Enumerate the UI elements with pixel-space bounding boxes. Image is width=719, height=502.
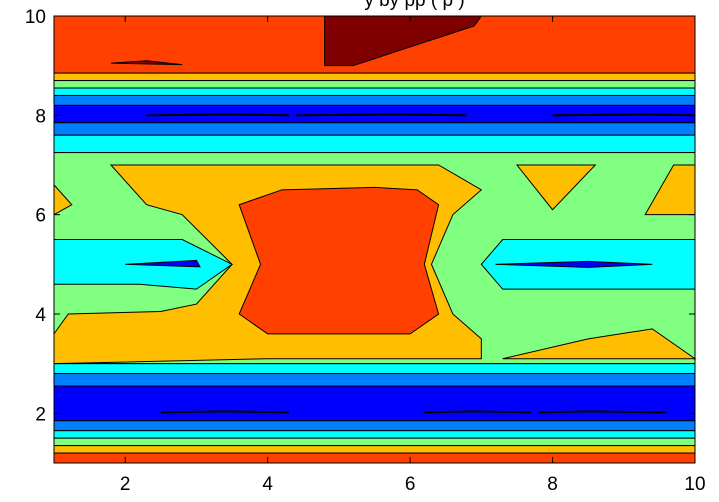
region-center-red	[238, 186, 440, 335]
contour-lines	[146, 113, 696, 414]
contour-band-2	[53, 80, 696, 89]
contour-band-14	[53, 437, 696, 447]
y-tick-label-4: 4	[35, 305, 46, 326]
x-tick-label-10: 10	[684, 474, 705, 495]
line-upper-dark-right	[552, 113, 696, 117]
contour-band-15	[53, 445, 696, 454]
y-axis: 2 4 6 8 10	[25, 7, 695, 425]
contour-band-11	[53, 385, 696, 422]
contour-fills	[53, 15, 697, 464]
plot-area-frame	[53, 15, 696, 464]
region-top-left-sliver	[110, 60, 183, 66]
line-upper-dark-mid	[296, 113, 468, 117]
region-right-blue-sliver	[495, 260, 653, 268]
contour-band-3	[53, 87, 696, 96]
y-tick-label-10: 10	[25, 7, 46, 28]
contour-band-1	[53, 72, 696, 82]
region-mid-orange-right-lower	[502, 328, 697, 360]
line-upper-dark-left	[146, 113, 290, 117]
line-lower-dark-mid	[424, 410, 532, 414]
chart-title: y by pp ( p )	[364, 0, 464, 11]
contour-band-4	[53, 94, 696, 106]
contour-band-7	[53, 134, 696, 154]
x-tick-label-2: 2	[120, 474, 131, 495]
region-mid-orange-triangle	[515, 164, 597, 211]
x-tick-label-6: 6	[405, 474, 416, 495]
x-axis: 2 4 6 8 10	[120, 16, 706, 495]
y-tick-label-6: 6	[35, 206, 46, 227]
contour-band-16	[53, 452, 696, 464]
contour-band-12	[53, 420, 696, 432]
x-tick-label-4: 4	[262, 474, 273, 495]
contour-band-6	[53, 122, 696, 136]
y-tick-label-8: 8	[35, 106, 46, 127]
contour-band-10	[53, 373, 696, 387]
y-tick-label-2: 2	[35, 404, 46, 425]
region-left-blue-sliver	[125, 259, 201, 268]
x-tick-label-8: 8	[547, 474, 558, 495]
line-lower-dark-left	[160, 410, 290, 414]
contour-band-9	[53, 363, 696, 375]
line-lower-dark-right	[538, 410, 667, 414]
contour-band-13	[53, 430, 696, 439]
